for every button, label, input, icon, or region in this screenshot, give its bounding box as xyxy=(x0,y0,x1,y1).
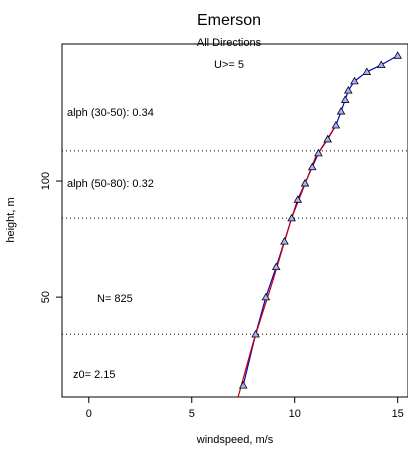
sample-count-annotation: N= 825 xyxy=(97,293,133,305)
chart-title: Emerson xyxy=(197,12,261,29)
data-point-17 xyxy=(376,60,386,69)
data-point-8 xyxy=(307,162,317,171)
plot-area-frame xyxy=(61,43,408,398)
y-axis-label: height, m xyxy=(5,197,17,242)
alpha-30-50-annotation: alph (30-50): 0.34 xyxy=(67,107,154,119)
alpha-50-80-annotation: alph (50-80): 0.32 xyxy=(67,178,154,190)
x-tick-label-0: 0 xyxy=(86,408,92,420)
series-layer xyxy=(237,51,402,398)
data-point-14 xyxy=(343,86,353,94)
x-tick-label-2: 10 xyxy=(289,408,301,420)
data-point-3 xyxy=(271,262,281,271)
reference-height-lines xyxy=(62,150,408,335)
series-0-line xyxy=(242,55,398,386)
y-axis: 50 100 xyxy=(40,172,62,303)
data-point-9 xyxy=(314,148,323,157)
data-point-6 xyxy=(293,195,303,203)
data-point-5 xyxy=(287,213,296,222)
data-point-7 xyxy=(300,178,310,187)
data-point-4 xyxy=(280,236,289,245)
x-tick-label-1: 5 xyxy=(189,408,195,420)
data-point-10 xyxy=(323,134,332,143)
x-axis: 0 5 10 15 xyxy=(86,397,404,420)
x-tick-label-3: 15 xyxy=(392,408,404,420)
y-tick-label-1: 100 xyxy=(40,172,52,190)
data-point-13 xyxy=(340,95,350,103)
x-axis-label: windspeed, m/s xyxy=(196,434,274,446)
data-point-0 xyxy=(238,380,248,389)
data-point-1 xyxy=(251,329,260,338)
filter-label: U>= 5 xyxy=(214,59,244,71)
data-point-11 xyxy=(331,120,341,129)
roughness-annotation: z0= 2.15 xyxy=(73,369,116,381)
y-tick-label-0: 50 xyxy=(40,291,52,303)
data-point-12 xyxy=(336,106,346,115)
data-point-15 xyxy=(350,76,359,85)
data-point-18 xyxy=(393,51,402,59)
data-point-16 xyxy=(362,67,372,75)
chart-subtitle: All Directions xyxy=(197,37,262,49)
data-point-2 xyxy=(261,292,271,301)
series-1-line xyxy=(237,124,337,398)
